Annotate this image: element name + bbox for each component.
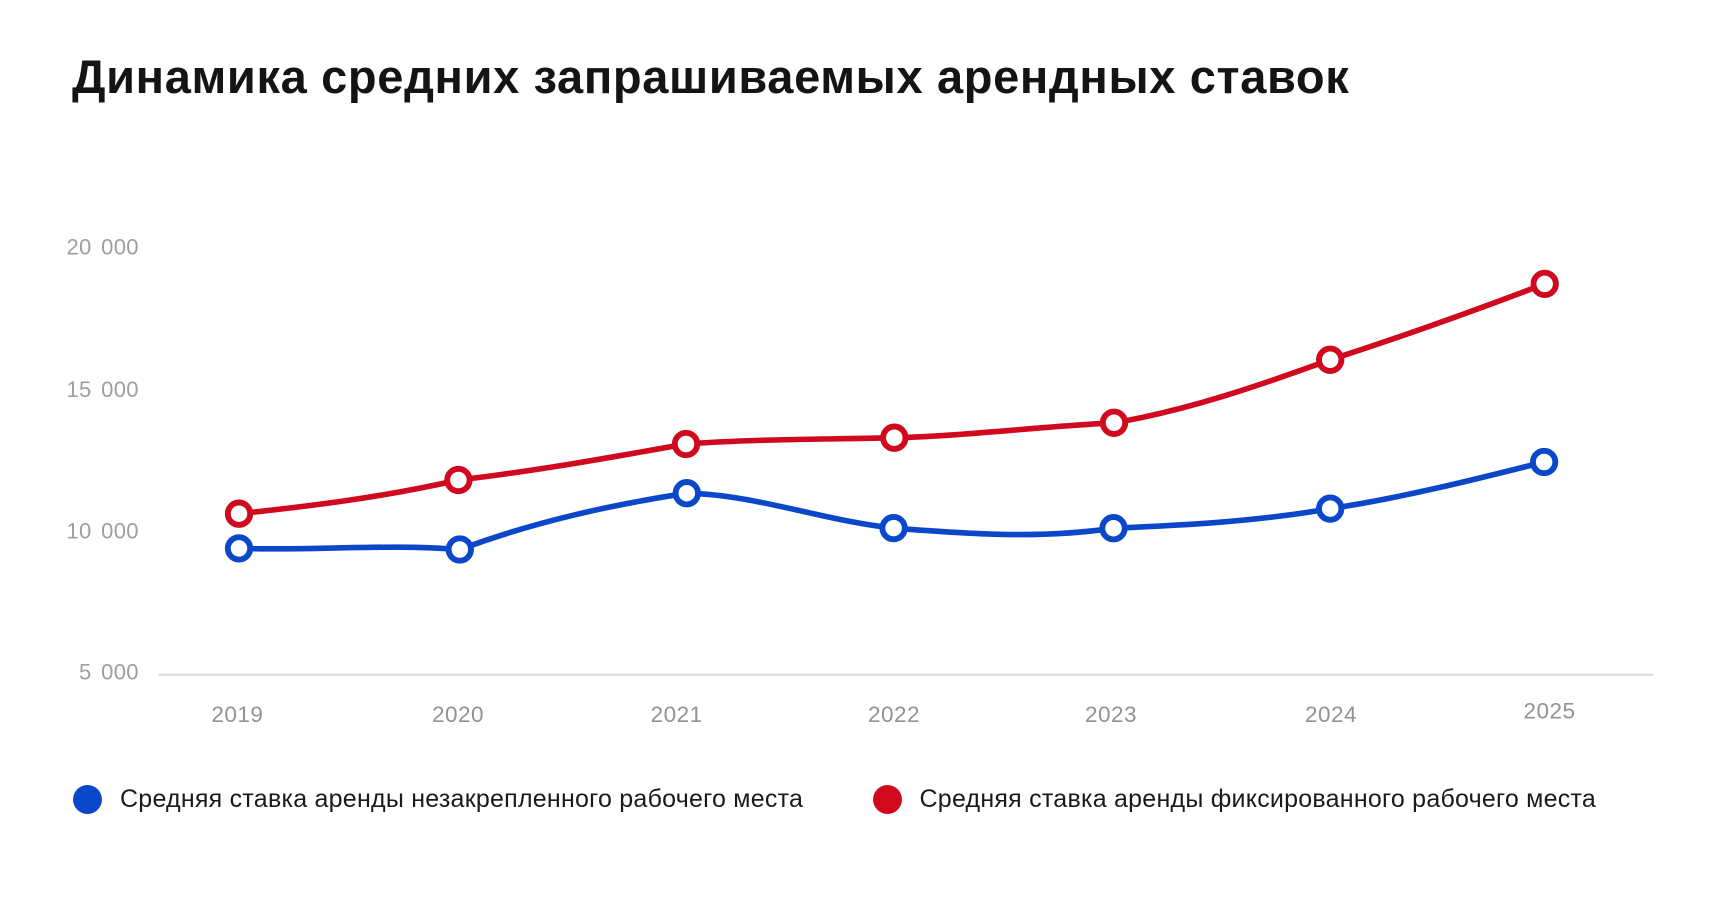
svg-text:10 000: 10 000: [67, 519, 139, 544]
svg-text:2020: 2020: [432, 702, 484, 727]
svg-text:2022: 2022: [868, 702, 920, 727]
svg-text:2023: 2023: [1085, 702, 1137, 727]
svg-text:2024: 2024: [1305, 702, 1357, 727]
svg-text:2019: 2019: [211, 702, 263, 727]
svg-text:15 000: 15 000: [67, 377, 139, 402]
svg-text:5 000: 5 000: [79, 660, 139, 685]
svg-text:2021: 2021: [651, 702, 703, 727]
svg-text:2025: 2025: [1523, 699, 1575, 724]
svg-text:20 000: 20 000: [67, 235, 139, 260]
